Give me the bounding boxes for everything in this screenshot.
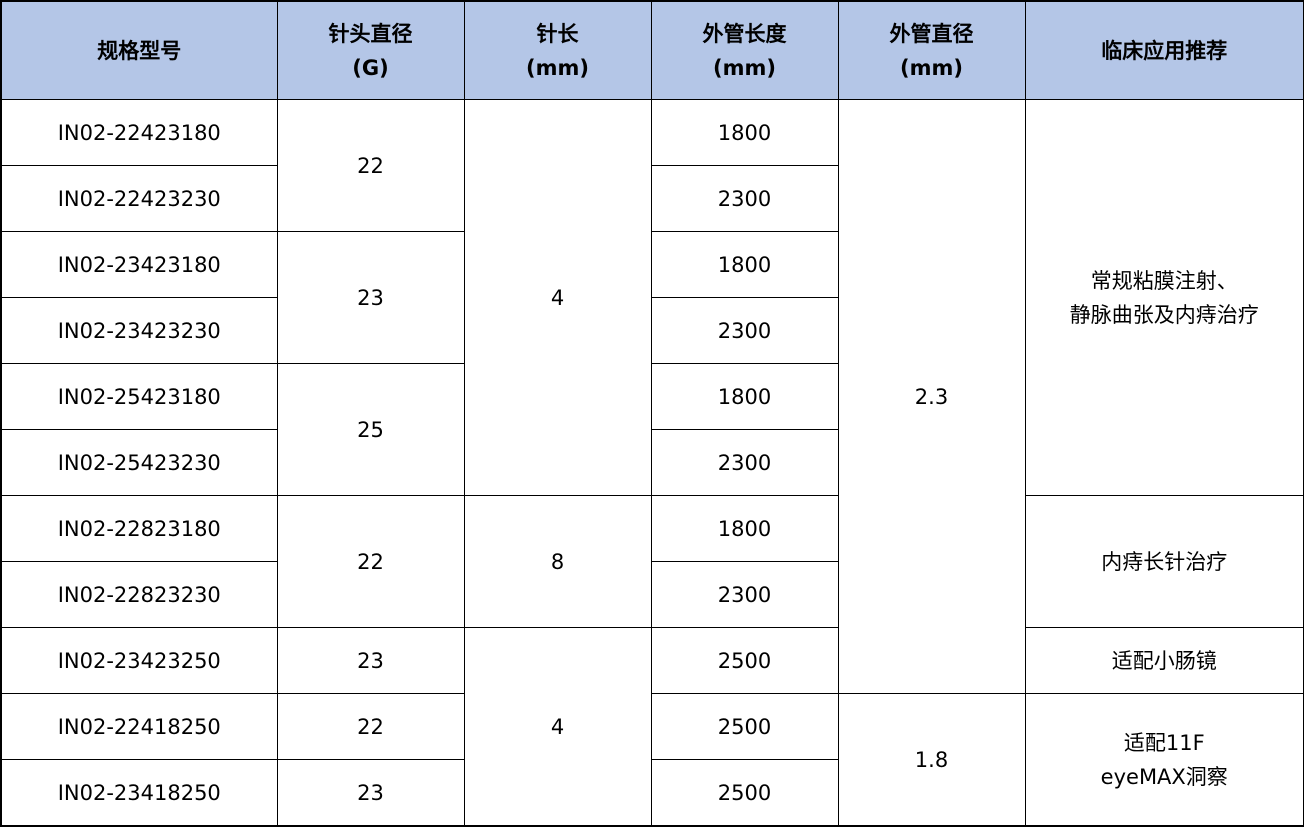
tube-length-cell: 1800 — [650, 99, 839, 166]
header-clinical: 临床应用推荐 — [1024, 0, 1304, 100]
table-row: IN02-22423230 2300 — [0, 165, 1304, 232]
model-cell: IN02-23423180 — [0, 231, 278, 298]
model-cell: IN02-23423230 — [0, 297, 278, 364]
tube-diameter-cell: 2.3 — [837, 99, 1026, 694]
tube-length-cell: 2500 — [650, 627, 839, 694]
header-model: 规格型号 — [0, 0, 278, 100]
gauge-cell: 22 — [276, 99, 465, 232]
tube-length-cell: 2500 — [650, 759, 839, 827]
tube-length-cell: 2300 — [650, 561, 839, 628]
model-cell: IN02-22823180 — [0, 495, 278, 562]
table-row: IN02-22418250 22 2500 1.8 适配11F eyeMAX洞察 — [0, 693, 1304, 827]
needle-length-cell: 4 — [463, 627, 652, 827]
tube-length-cell: 2500 — [650, 693, 839, 760]
header-tube-length: 外管长度 (mm) — [650, 0, 839, 100]
gauge-cell: 25 — [276, 363, 465, 496]
tube-length-cell: 1800 — [650, 363, 839, 430]
table-row: IN02-23418250 23 2500 — [0, 759, 1304, 827]
table-row: IN02-22423180 22 4 1800 2.3 常规粘膜注射、 静脉曲张… — [0, 99, 1304, 694]
model-cell: IN02-23423250 — [0, 627, 278, 694]
header-tube-diameter: 外管直径 (mm) — [837, 0, 1026, 100]
table-row: IN02-23423250 23 4 2500 适配小肠镜 — [0, 627, 1304, 827]
clinical-cell: 常规粘膜注射、 静脉曲张及内痔治疗 — [1024, 99, 1304, 496]
gauge-cell: 23 — [276, 759, 465, 827]
model-cell: IN02-25423230 — [0, 429, 278, 496]
model-cell: IN02-25423180 — [0, 363, 278, 430]
needle-length-cell: 4 — [463, 99, 652, 496]
clinical-cell: 适配11F eyeMAX洞察 — [1024, 693, 1304, 827]
header-needle-length: 针长 (mm) — [463, 0, 652, 100]
model-cell: IN02-22423180 — [0, 99, 278, 166]
tube-length-cell: 2300 — [650, 165, 839, 232]
tube-length-cell: 1800 — [650, 495, 839, 562]
clinical-cell: 内痔长针治疗 — [1024, 495, 1304, 628]
tube-length-cell: 2300 — [650, 429, 839, 496]
model-cell: IN02-22423230 — [0, 165, 278, 232]
gauge-cell: 22 — [276, 495, 465, 628]
gauge-cell: 23 — [276, 627, 465, 694]
model-cell: IN02-23418250 — [0, 759, 278, 827]
header-row: 规格型号 针头直径 (G) 针长 (mm) 外管长度 (mm) 外管直径 (mm… — [0, 0, 1304, 100]
header-gauge: 针头直径 (G) — [276, 0, 465, 100]
clinical-cell: 适配小肠镜 — [1024, 627, 1304, 694]
model-cell: IN02-22823230 — [0, 561, 278, 628]
tube-length-cell: 1800 — [650, 231, 839, 298]
table-row: IN02-22823230 2300 — [0, 561, 1304, 628]
gauge-cell: 23 — [276, 231, 465, 364]
tube-diameter-cell: 1.8 — [837, 693, 1026, 827]
table-row: IN02-25423180 25 1800 — [0, 363, 1304, 496]
table-row: IN02-22823180 22 8 1800 内痔长针治疗 — [0, 495, 1304, 628]
model-cell: IN02-22418250 — [0, 693, 278, 760]
tube-length-cell: 2300 — [650, 297, 839, 364]
needle-length-cell: 8 — [463, 495, 652, 628]
table-row: IN02-25423230 2300 — [0, 429, 1304, 496]
gauge-cell: 22 — [276, 693, 465, 760]
